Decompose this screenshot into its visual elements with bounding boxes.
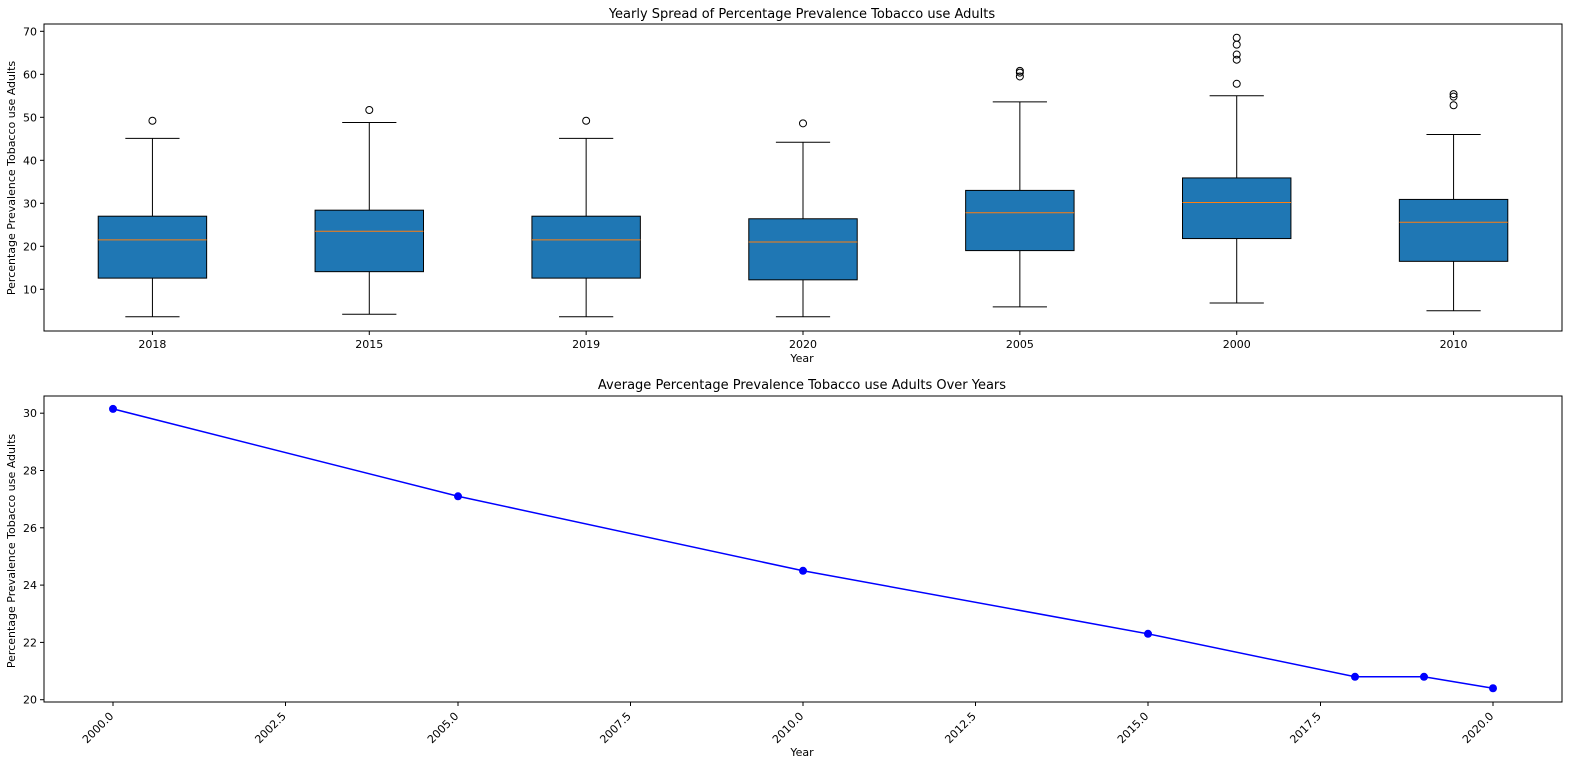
y-tick-label: 30: [23, 407, 37, 420]
y-tick-label: 40: [23, 154, 37, 167]
data-point: [1489, 684, 1497, 693]
box-2019: [531, 116, 641, 318]
box-body: [314, 209, 425, 273]
outlier-point: [148, 116, 157, 125]
box-2018: [97, 116, 208, 318]
outlier-point: [1015, 66, 1024, 75]
plot-frame: [43, 23, 1563, 332]
y-tick-label: 10: [23, 283, 37, 296]
box-body: [1182, 177, 1292, 240]
y-tick-label: 20: [23, 694, 37, 707]
box-2010: [1398, 90, 1509, 312]
outlier-point: [1449, 92, 1458, 101]
box-2000: [1182, 33, 1292, 304]
data-point: [454, 492, 462, 501]
line-chart-marks: [109, 404, 1497, 693]
box-plot-y-axis-label: Percentage Prevalence Tobacco use Adults: [5, 61, 18, 295]
x-tick-label: 2000: [1223, 338, 1251, 351]
y-tick-label: 26: [23, 522, 37, 535]
box-plot-title: Yearly Spread of Percentage Prevalence T…: [608, 7, 996, 22]
box-body: [1398, 198, 1509, 262]
y-tick-label: 24: [23, 579, 37, 592]
y-tick-label: 70: [23, 25, 37, 38]
plot-frame: [43, 395, 1563, 703]
outlier-point: [1449, 90, 1458, 99]
y-tick-label: 22: [23, 636, 37, 649]
box-plot-x-axis-label: Year: [789, 352, 814, 365]
x-tick-label: 2019: [572, 338, 600, 351]
outlier-point: [365, 105, 374, 114]
outlier-point: [582, 116, 591, 125]
outlier-point: [1232, 79, 1241, 88]
box-plot-marks: [97, 33, 1509, 318]
line-chart-y-axis-label: Percentage Prevalence Tobacco use Adults: [5, 434, 18, 668]
x-tick-label: 2005: [1006, 338, 1034, 351]
x-tick-label: 2010: [1440, 338, 1468, 351]
box-plot-axes: 2018 2015 2019 2020 2005 2000 2010102030405060…: [23, 23, 1563, 351]
data-point: [1420, 672, 1428, 681]
box-body: [97, 215, 208, 279]
box-body: [748, 218, 858, 281]
line-chart-x-axis-label: Year: [789, 746, 814, 759]
y-tick-label: 28: [23, 464, 37, 477]
outlier-point: [1232, 33, 1241, 42]
outlier-point: [1232, 55, 1241, 64]
data-point: [799, 566, 807, 575]
x-tick-label: 2015: [355, 338, 383, 351]
y-tick-label: 50: [23, 111, 37, 124]
outlier-point: [1015, 72, 1024, 81]
box-2015: [314, 105, 425, 315]
box-2005: [965, 66, 1075, 308]
outlier-point: [1232, 50, 1241, 59]
line-chart-title: Average Percentage Prevalence Tobacco us…: [598, 378, 1006, 393]
box-body: [531, 215, 641, 279]
x-tick-label: 2020: [789, 338, 817, 351]
box-plot-chart: Yearly Spread of Percentage Prevalence T…: [5, 7, 1563, 365]
y-tick-label: 60: [23, 68, 37, 81]
outlier-point: [1449, 101, 1458, 110]
box-body: [965, 189, 1075, 252]
y-tick-label: 30: [23, 197, 37, 210]
x-tick-label: 2018: [138, 338, 166, 351]
outlier-point: [799, 119, 807, 128]
y-tick-label: 20: [23, 240, 37, 253]
box-2020: [748, 119, 858, 318]
data-point: [1351, 672, 1359, 681]
data-point: [109, 404, 117, 413]
data-point: [1144, 629, 1152, 638]
